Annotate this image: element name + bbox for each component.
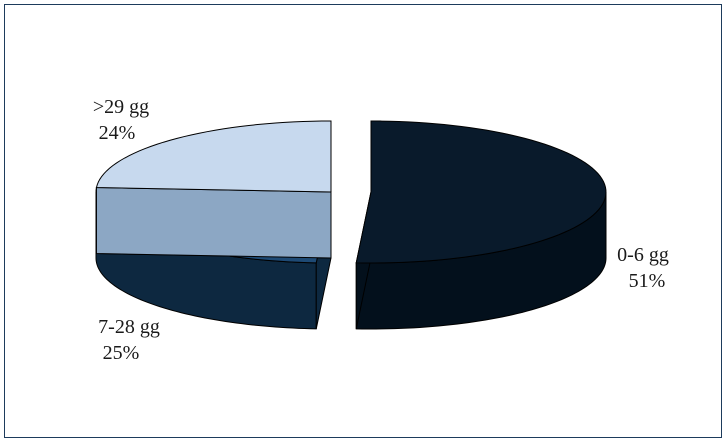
slice-label-29gg-name: >29 gg xyxy=(93,96,149,118)
pie-slice-29-gg xyxy=(95,120,332,259)
slice-label-7-28gg-name: 7-28 gg xyxy=(98,316,160,338)
slice-label-7-28gg-value: 25% xyxy=(103,342,140,364)
slice-label-0-6gg-value: 51% xyxy=(629,270,666,292)
pie-slice-0-6-gg xyxy=(355,120,607,330)
labels-layer: 0-6 gg 51% 7-28 gg 25% >29 gg 24% xyxy=(93,96,669,364)
pie-slice-top-29-gg xyxy=(95,120,332,193)
slice-label-0-6gg-name: 0-6 gg xyxy=(617,244,669,266)
pie-slice-wall-29-gg-0 xyxy=(95,187,332,259)
pie-chart: 0-6 gg 51% 7-28 gg 25% >29 gg 24% xyxy=(93,96,669,364)
slices-layer xyxy=(95,120,607,330)
slice-label-29gg-value: 24% xyxy=(99,122,136,144)
pie-slice-top-0-6-gg xyxy=(355,120,607,264)
chart-frame: 0-6 gg 51% 7-28 gg 25% >29 gg 24% xyxy=(4,4,722,438)
